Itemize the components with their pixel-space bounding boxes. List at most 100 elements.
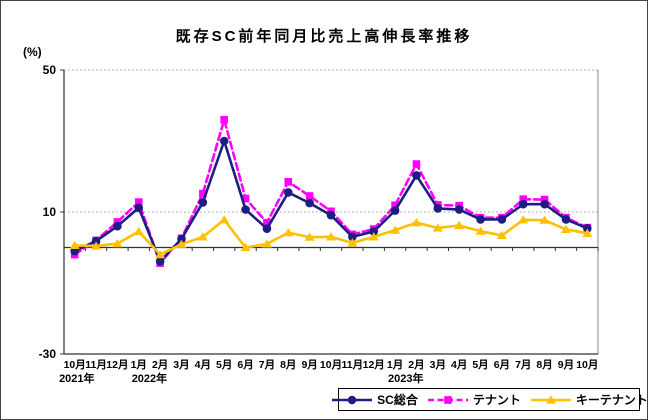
data-point-series-1 <box>540 195 549 204</box>
data-point-series-0 <box>177 234 186 244</box>
data-point-series-0 <box>454 205 464 214</box>
legend-sample-marker <box>444 395 452 404</box>
data-point-series-2 <box>155 250 166 259</box>
data-point-series-2 <box>518 215 529 224</box>
data-point-series-0 <box>412 171 421 180</box>
legend-label-sc-total: SC総合 <box>377 393 418 407</box>
data-point-series-1 <box>263 218 271 227</box>
y-tick-label: 50 <box>43 63 57 77</box>
data-point-series-1 <box>199 189 207 198</box>
data-point-series-2 <box>454 220 465 230</box>
data-point-series-0 <box>518 199 528 209</box>
data-point-series-0 <box>326 210 336 220</box>
data-point-series-0 <box>134 203 144 213</box>
data-point-series-1 <box>284 178 293 186</box>
x-tick-label: 8月 <box>536 359 552 371</box>
x-tick-label: 7月 <box>259 359 275 371</box>
x-year-label: 2023年 <box>388 371 423 385</box>
legend: SC総合 テナント キーテナント <box>332 388 647 411</box>
data-point-series-1 <box>134 198 143 206</box>
x-tick-label: 11月 <box>85 359 107 371</box>
legend-sample-marker <box>347 395 357 404</box>
data-point-series-0 <box>476 215 485 224</box>
data-point-series-2 <box>347 238 358 247</box>
legend-sample-svg <box>530 394 571 404</box>
data-point-series-2 <box>219 215 230 224</box>
data-point-series-0 <box>433 204 443 213</box>
data-point-series-0 <box>348 232 357 242</box>
x-tick-label: 2月 <box>408 359 424 371</box>
data-point-series-0 <box>219 136 229 146</box>
data-point-series-2 <box>411 218 422 227</box>
x-tick-label: 12月 <box>106 359 128 371</box>
data-point-series-0 <box>561 215 571 224</box>
x-tick-label: 3月 <box>173 359 189 371</box>
legend-label-tenant: テナント <box>472 393 521 407</box>
x-tick-label: 4月 <box>451 359 467 371</box>
y-axis-unit-label: (%) <box>23 45 42 59</box>
legend-item-key-tenant: キーテナント <box>529 391 648 408</box>
chart-title: 既存SC前年同月比売上高伸長率推移 <box>175 28 473 45</box>
x-tick-label: 6月 <box>494 359 510 371</box>
legend-sample-svg <box>332 395 373 404</box>
data-point-series-1 <box>412 160 421 168</box>
data-point-series-1 <box>519 195 528 204</box>
data-point-series-2 <box>176 239 187 248</box>
x-tick-label: 7月 <box>515 359 531 371</box>
data-point-series-2 <box>91 241 102 250</box>
data-point-series-0 <box>262 224 272 233</box>
legend-line-triangle-sample <box>529 394 573 406</box>
data-point-series-2 <box>261 239 272 248</box>
data-point-series-2 <box>304 232 315 241</box>
data-point-series-2 <box>69 240 80 249</box>
data-point-series-2 <box>432 223 443 232</box>
data-point-series-0 <box>540 199 549 209</box>
x-tick-label: 5月 <box>472 359 488 371</box>
x-tick-label: 10月 <box>320 359 342 371</box>
data-point-series-2 <box>475 226 486 235</box>
legend-dashed-square-sample <box>426 394 470 406</box>
x-tick-label: 10月 <box>576 359 598 371</box>
data-point-series-2 <box>560 224 571 233</box>
x-tick-label: 9月 <box>558 359 574 371</box>
legend-sample-marker <box>545 394 556 404</box>
x-tick-label: 2月 <box>152 359 168 371</box>
data-point-series-2 <box>582 228 593 237</box>
legend-label-key-tenant: キーテナント <box>575 393 648 407</box>
x-tick-label: 6月 <box>237 359 253 371</box>
data-point-series-0 <box>198 198 208 207</box>
data-point-series-1 <box>220 115 228 124</box>
data-point-series-0 <box>91 236 101 246</box>
data-point-series-0 <box>369 227 379 236</box>
x-tick-label: 9月 <box>301 359 317 371</box>
data-point-series-2 <box>326 232 336 241</box>
x-tick-label: 10月 <box>64 359 86 371</box>
x-tick-label: 5月 <box>216 359 232 371</box>
legend-item-tenant: テナント <box>426 391 521 408</box>
legend-line-circle-sample <box>330 394 374 406</box>
x-year-label: 2021年 <box>59 371 94 385</box>
legend-sample-svg <box>427 395 468 404</box>
x-tick-label: 1月 <box>387 359 403 371</box>
series-line-0 <box>73 139 589 263</box>
x-tick-label: 8月 <box>280 359 296 371</box>
data-point-series-2 <box>240 242 251 252</box>
data-point-series-2 <box>197 232 208 241</box>
data-point-series-0 <box>305 198 314 208</box>
data-point-series-0 <box>497 215 507 224</box>
data-point-series-1 <box>391 201 399 210</box>
data-point-series-2 <box>283 227 294 237</box>
data-point-series-0 <box>583 224 592 233</box>
x-tick-label: 4月 <box>195 359 211 371</box>
x-tick-label: 1月 <box>131 359 147 371</box>
data-point-series-0 <box>241 205 250 214</box>
x-tick-label: 11月 <box>342 359 364 371</box>
data-point-series-2 <box>539 215 550 224</box>
data-point-series-2 <box>368 232 379 241</box>
data-point-series-2 <box>133 226 144 236</box>
data-point-series-1 <box>305 192 314 200</box>
data-point-series-0 <box>113 221 122 231</box>
data-point-series-2 <box>112 238 123 248</box>
